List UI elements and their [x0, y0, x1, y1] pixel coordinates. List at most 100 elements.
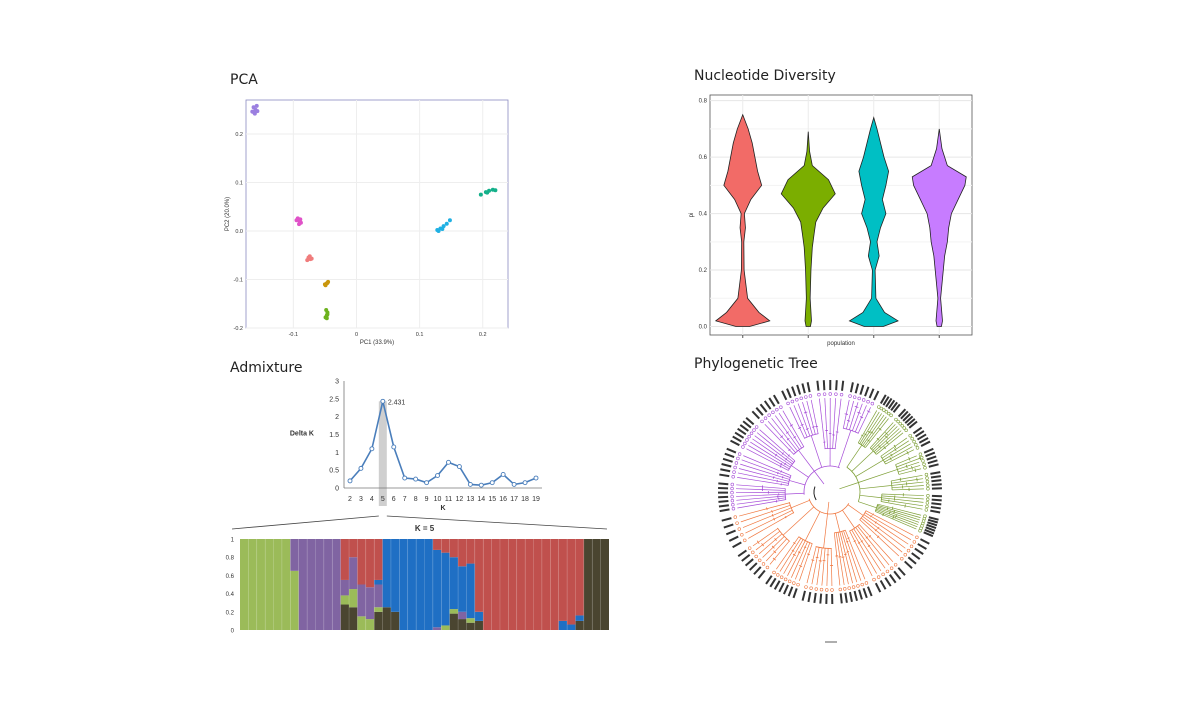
tree-branch: [794, 536, 800, 544]
bar-segment-red: [499, 539, 509, 630]
tree-branch: [881, 497, 895, 500]
tree-leaf: [924, 508, 929, 512]
dk-y-tick: 1: [335, 450, 339, 457]
tree-leaf-label: [737, 427, 747, 436]
pca-y-tick: 0.0: [235, 229, 243, 235]
nd-violin: [911, 128, 967, 327]
tree-branch: [774, 453, 778, 457]
tree-branch: [864, 512, 872, 517]
tree-leaf: [751, 550, 755, 555]
tree-leaf: [749, 431, 754, 436]
dk-y-tick: 0.5: [329, 468, 339, 475]
tree-branch: [898, 469, 916, 475]
tree-branch: [884, 432, 904, 448]
tree-leaf: [771, 410, 775, 415]
tree-branch: [781, 483, 789, 486]
tree-leaf-label: [786, 388, 792, 399]
tree-branch: [863, 440, 869, 447]
bar-segment-blue: [558, 620, 568, 630]
tree-leaf: [754, 425, 759, 429]
tree-branch: [907, 449, 915, 454]
tree-branch: [857, 411, 869, 434]
tree-leaf: [799, 396, 803, 401]
tree-leaf-label: [882, 396, 890, 406]
tree-leaf: [915, 535, 919, 540]
pca-point: [444, 221, 449, 226]
tree-branch: [869, 447, 877, 455]
pca-x-label: PC1 (33.9%): [360, 340, 394, 346]
tree-branch: [855, 459, 884, 477]
tree-branch: [799, 554, 809, 581]
tree-leaf-label: [753, 566, 762, 575]
tree-branch: [779, 550, 794, 572]
bar-segment-blue: [374, 579, 383, 585]
pca-y-tick: 0.1: [235, 180, 243, 186]
tree-leaf-label: [717, 491, 729, 494]
tree-leaf-label: [904, 560, 913, 569]
dk-x-tick: 4: [370, 496, 374, 503]
tree-branch: [885, 432, 889, 436]
tree-branch: [836, 398, 842, 433]
tree-branch: [877, 505, 888, 509]
tree-leaf-label: [769, 577, 777, 588]
tree-leaf-label: [813, 592, 817, 604]
tree-leaf-label: [884, 577, 892, 587]
tree-branch: [861, 405, 867, 418]
tree-leaf-label: [825, 593, 828, 604]
bar-segment-red: [365, 539, 375, 588]
bar-segment-green: [273, 539, 282, 630]
tree-branch: [754, 435, 787, 460]
bar-segment-red: [349, 539, 358, 558]
tree-branch: [854, 417, 862, 433]
tree-leaf: [918, 528, 922, 533]
nucleotide-title: Nucleotide Diversity: [694, 68, 836, 84]
tree-leaf-label: [930, 471, 941, 475]
tree-branch: [816, 560, 821, 586]
tree-branch: [911, 465, 921, 469]
pca-point: [254, 103, 259, 108]
tree-leaf-label: [887, 399, 896, 410]
tree-branch: [805, 412, 813, 436]
tree-leaf-label: [737, 549, 747, 558]
tree-leaf-label: [859, 384, 865, 395]
tree-leaf-label: [864, 386, 870, 397]
dk-point: [533, 475, 539, 481]
tree-leaf: [754, 554, 758, 559]
bar-segment-blue: [575, 615, 584, 621]
tree-branch: [881, 493, 904, 496]
bar-segment-purple: [323, 539, 333, 630]
tree-leaf: [900, 557, 904, 561]
bar-segment-purple: [349, 557, 358, 590]
tree-leaf: [765, 565, 770, 570]
tree-leaf: [882, 408, 886, 412]
delta-k-chart: 00.511.522.532 3 4 5 6 7 8 9 10 11 12 13 14 15 16 17 18 1…: [231, 379, 608, 530]
tree-branch: [861, 517, 877, 531]
tree-branch: [845, 554, 853, 584]
tree-leaf-label: [757, 569, 766, 579]
tree-leaf-label: [748, 562, 758, 571]
tree-branch: [870, 515, 912, 541]
tree-branch: [847, 551, 858, 583]
tree-branch: [872, 436, 887, 451]
tree-branch: [899, 477, 902, 481]
bar-segment-green: [265, 539, 274, 630]
pca-point: [493, 188, 498, 193]
tree-branch: [869, 536, 894, 563]
nd-violin: [714, 113, 771, 327]
tree-leaf: [825, 588, 829, 592]
tree-branch: [897, 466, 907, 470]
tree-leaf: [903, 553, 907, 557]
tree-branch: [875, 529, 903, 553]
tree-leaf: [925, 476, 929, 480]
tree-leaf: [904, 428, 908, 433]
tree-branch: [872, 514, 914, 536]
tree-branch: [798, 449, 815, 472]
bar-segment-blue: [382, 539, 391, 608]
tree-branch: [876, 507, 890, 513]
tree-leaf: [790, 399, 795, 404]
bar-segment-dark: [474, 620, 484, 630]
pca-point: [294, 218, 299, 223]
tree-leaf: [760, 419, 764, 424]
tree-branch: [782, 476, 790, 480]
tree-branch: [894, 511, 920, 521]
